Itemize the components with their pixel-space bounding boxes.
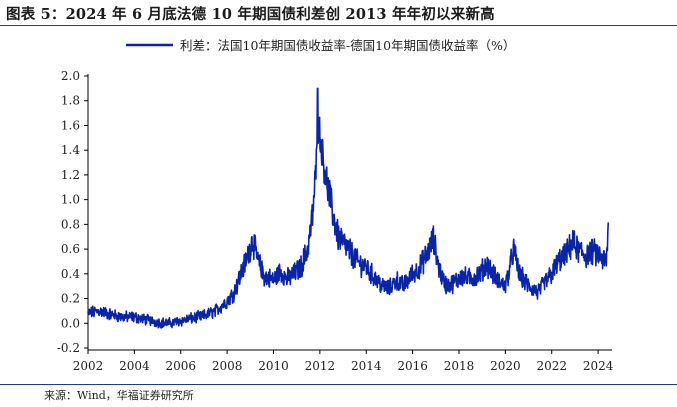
legend-label: 利差：法国10年期国债收益率-德国10年期国债收益率（%） bbox=[180, 38, 515, 53]
x-tick-label: 2024 bbox=[583, 359, 614, 373]
title-bar: 图表 5：2024 年 6 月底法德 10 年期国债利差创 2013 年年初以来… bbox=[0, 0, 677, 26]
x-tick-label: 2002 bbox=[73, 359, 104, 373]
y-ticks: 2.0 1.8 1.6 1.4 1.2 1.0 0.8 0.6 0.4 0.2 0.0 -0.2 bbox=[57, 69, 88, 355]
y-tick-label: 1.8 bbox=[61, 94, 80, 108]
x-tick-label: 2010 bbox=[258, 359, 289, 373]
x-ticks: 2002 2004 2006 2008 2010 2012 2014 2016 2018 2020… bbox=[73, 350, 614, 373]
x-tick-label: 2008 bbox=[212, 359, 243, 373]
series-line-spread bbox=[87, 87, 610, 329]
axes bbox=[87, 74, 612, 351]
y-tick-label: 1.2 bbox=[61, 168, 80, 182]
plot-area bbox=[87, 87, 610, 329]
y-tick-label: 0.4 bbox=[61, 267, 80, 281]
y-tick-label: 0.6 bbox=[61, 242, 80, 256]
footer-divider bbox=[0, 384, 677, 385]
x-tick-label: 2020 bbox=[490, 359, 521, 373]
x-tick-label: 2012 bbox=[305, 359, 336, 373]
chart-area: 利差：法国10年期国债收益率-德国10年期国债收益率（%） 2.0 1.8 1.6 1… bbox=[57, 38, 614, 373]
x-tick-label: 2004 bbox=[119, 359, 150, 373]
source-note: 来源：Wind，华福证券研究所 bbox=[44, 389, 194, 402]
y-tick-label: 1.6 bbox=[61, 118, 80, 132]
x-tick-label: 2016 bbox=[397, 359, 428, 373]
y-tick-label: 0.0 bbox=[61, 316, 80, 330]
x-tick-label: 2022 bbox=[536, 359, 567, 373]
page-title: 图表 5：2024 年 6 月底法德 10 年期国债利差创 2013 年年初以来… bbox=[6, 6, 495, 23]
y-tick-label: 1.4 bbox=[61, 143, 80, 157]
x-tick-label: 2018 bbox=[444, 359, 475, 373]
y-tick-label: -0.2 bbox=[57, 341, 80, 355]
y-tick-label: 0.2 bbox=[61, 292, 80, 306]
y-tick-label: 2.0 bbox=[61, 69, 80, 83]
x-tick-label: 2006 bbox=[165, 359, 196, 373]
y-tick-label: 1.0 bbox=[61, 193, 80, 207]
x-tick-label: 2014 bbox=[351, 359, 382, 373]
y-tick-label: 0.8 bbox=[61, 217, 80, 231]
legend: 利差：法国10年期国债收益率-德国10年期国债收益率（%） bbox=[126, 38, 515, 53]
